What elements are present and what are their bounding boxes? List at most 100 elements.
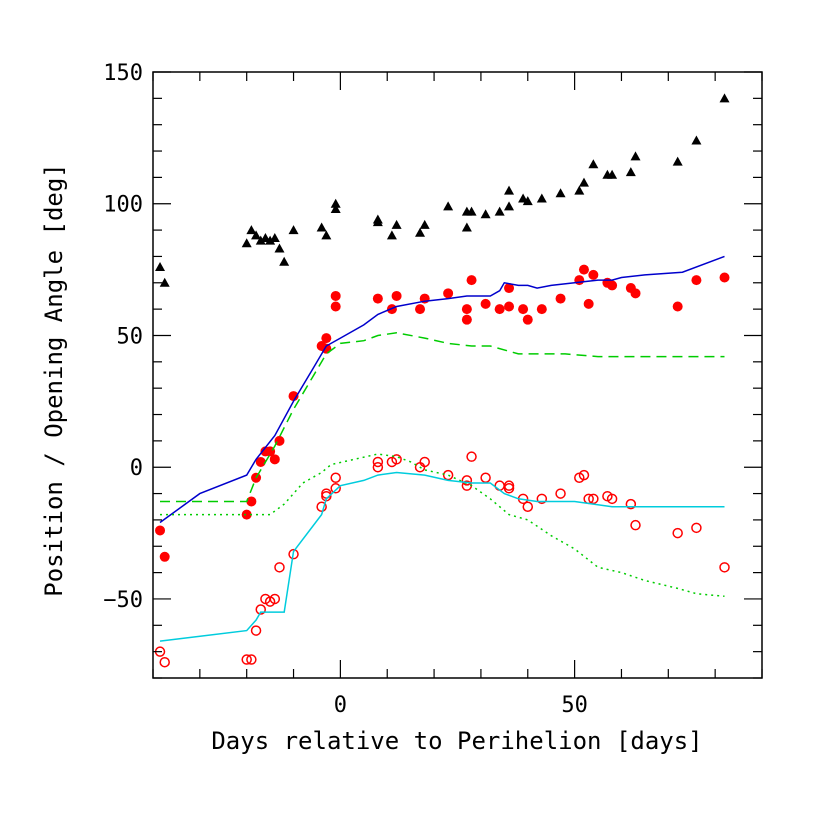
series-2-point-27 [494,480,505,491]
axes: 0 50 −50 0 50 100 150 [103,61,763,718]
y-tick-label: −50 [103,588,143,613]
series-0-point-22 [443,201,454,211]
series-1-point-42 [691,275,702,286]
series-0-point-32 [536,193,547,203]
series-0-point-38 [607,169,618,179]
series-0-point-43 [719,93,730,103]
series-2-point-41 [630,519,641,531]
series-0-point-12 [316,222,327,232]
series-2-point-8 [269,593,281,605]
series-1-point-5 [255,456,266,467]
series-2-point-1 [159,656,170,668]
series-0-point-34 [574,185,585,195]
series-1-point-18 [391,290,402,301]
series-0-point-23 [461,222,472,232]
series-0-point-39 [625,167,636,177]
series-0-point-20 [415,227,426,237]
series-2-point-29 [503,480,515,491]
series-1-point-27 [504,301,515,312]
series-2-point-23 [461,475,473,486]
y-tick-label: 50 [117,324,144,349]
series-1-point-24 [466,275,477,286]
series-1-point-43 [719,272,730,283]
series-2-point-11 [316,501,327,512]
series-1-point-0 [155,525,166,536]
series-0-point-2 [241,238,252,248]
series-1-point-1 [159,551,170,562]
series-0-point-40 [630,151,641,161]
series-1-point-34 [578,264,589,275]
series-1-point-19 [415,304,426,315]
series-0-point-41 [672,156,683,166]
series-1-point-38 [607,280,618,291]
x-tick-label: 50 [561,693,588,718]
series-1-point-22 [461,304,472,315]
x-axis-title: Days relative to Perihelion [days] [211,727,702,755]
series-2-point-17 [372,461,384,473]
series-0-point-10 [279,256,290,266]
series-1-point-41 [672,301,683,312]
series-1-point-31 [536,304,547,315]
series-2-point-39 [606,493,618,505]
series-2-point-37 [588,493,599,505]
series-1-point-33 [574,275,585,286]
series-2-point-26 [480,472,491,484]
series-0-point-4 [251,230,262,240]
series-1-point-10 [288,391,299,402]
series-3-line [159,255,725,524]
series-1-point-36 [588,269,599,280]
series-0-point-42 [691,135,702,145]
series-1-point-21 [443,288,454,299]
series-0-point-8 [269,232,280,242]
series-0-point-0 [155,261,166,271]
series-1-point-16 [372,293,383,304]
series-2-point-25 [466,451,477,462]
y-tick-label: 0 [130,456,143,481]
series-0-point-33 [555,188,566,198]
series-1-point-3 [246,496,257,507]
series-1-point-25 [480,298,491,309]
series-0-point-35 [578,177,589,187]
series-0-point-9 [274,243,285,253]
series-4-line [160,332,725,503]
series-0-point-17 [372,217,383,227]
series-0-point-31 [522,196,533,206]
series-2-point-22 [442,469,454,481]
series-1-point-28 [504,283,515,294]
series-1-point-14 [330,290,341,301]
series-1-point-26 [494,304,505,315]
series-0-point-25 [466,206,477,216]
series-1-point-35 [583,298,594,309]
series-0-point-18 [386,230,397,240]
series-0-point-36 [588,159,599,169]
series-2-point-43 [691,522,702,534]
series-2-point-42 [672,527,683,539]
series-2-point-9 [274,562,285,573]
series-1-point-8 [269,454,280,465]
series-1-point-2 [241,509,252,520]
series-0-point-27 [494,206,505,216]
series-0-point-3 [246,225,257,235]
series-2-point-33 [555,488,566,499]
series-2-point-31 [522,501,534,512]
series-2-point-44 [719,562,730,573]
series-2-point-32 [536,493,548,505]
series-2-point-5 [255,604,266,615]
series-0-point-21 [419,219,430,229]
series-0-point-13 [321,230,332,240]
series-0-point-26 [480,209,491,219]
series-2-point-40 [625,498,637,510]
series-1-point-23 [461,314,472,325]
series-0-point-29 [504,185,515,195]
series-2-point-2 [241,654,252,665]
series-1-point-32 [555,293,566,304]
series-2-point-10 [288,548,299,560]
series-0-point-11 [288,225,299,235]
x-tick-label: 0 [334,693,347,718]
series-2-point-16 [372,456,384,468]
y-tick-label: 100 [103,193,143,218]
series-0-point-19 [391,219,402,229]
series-0-point-7 [265,235,276,245]
series-1-point-30 [522,314,533,325]
